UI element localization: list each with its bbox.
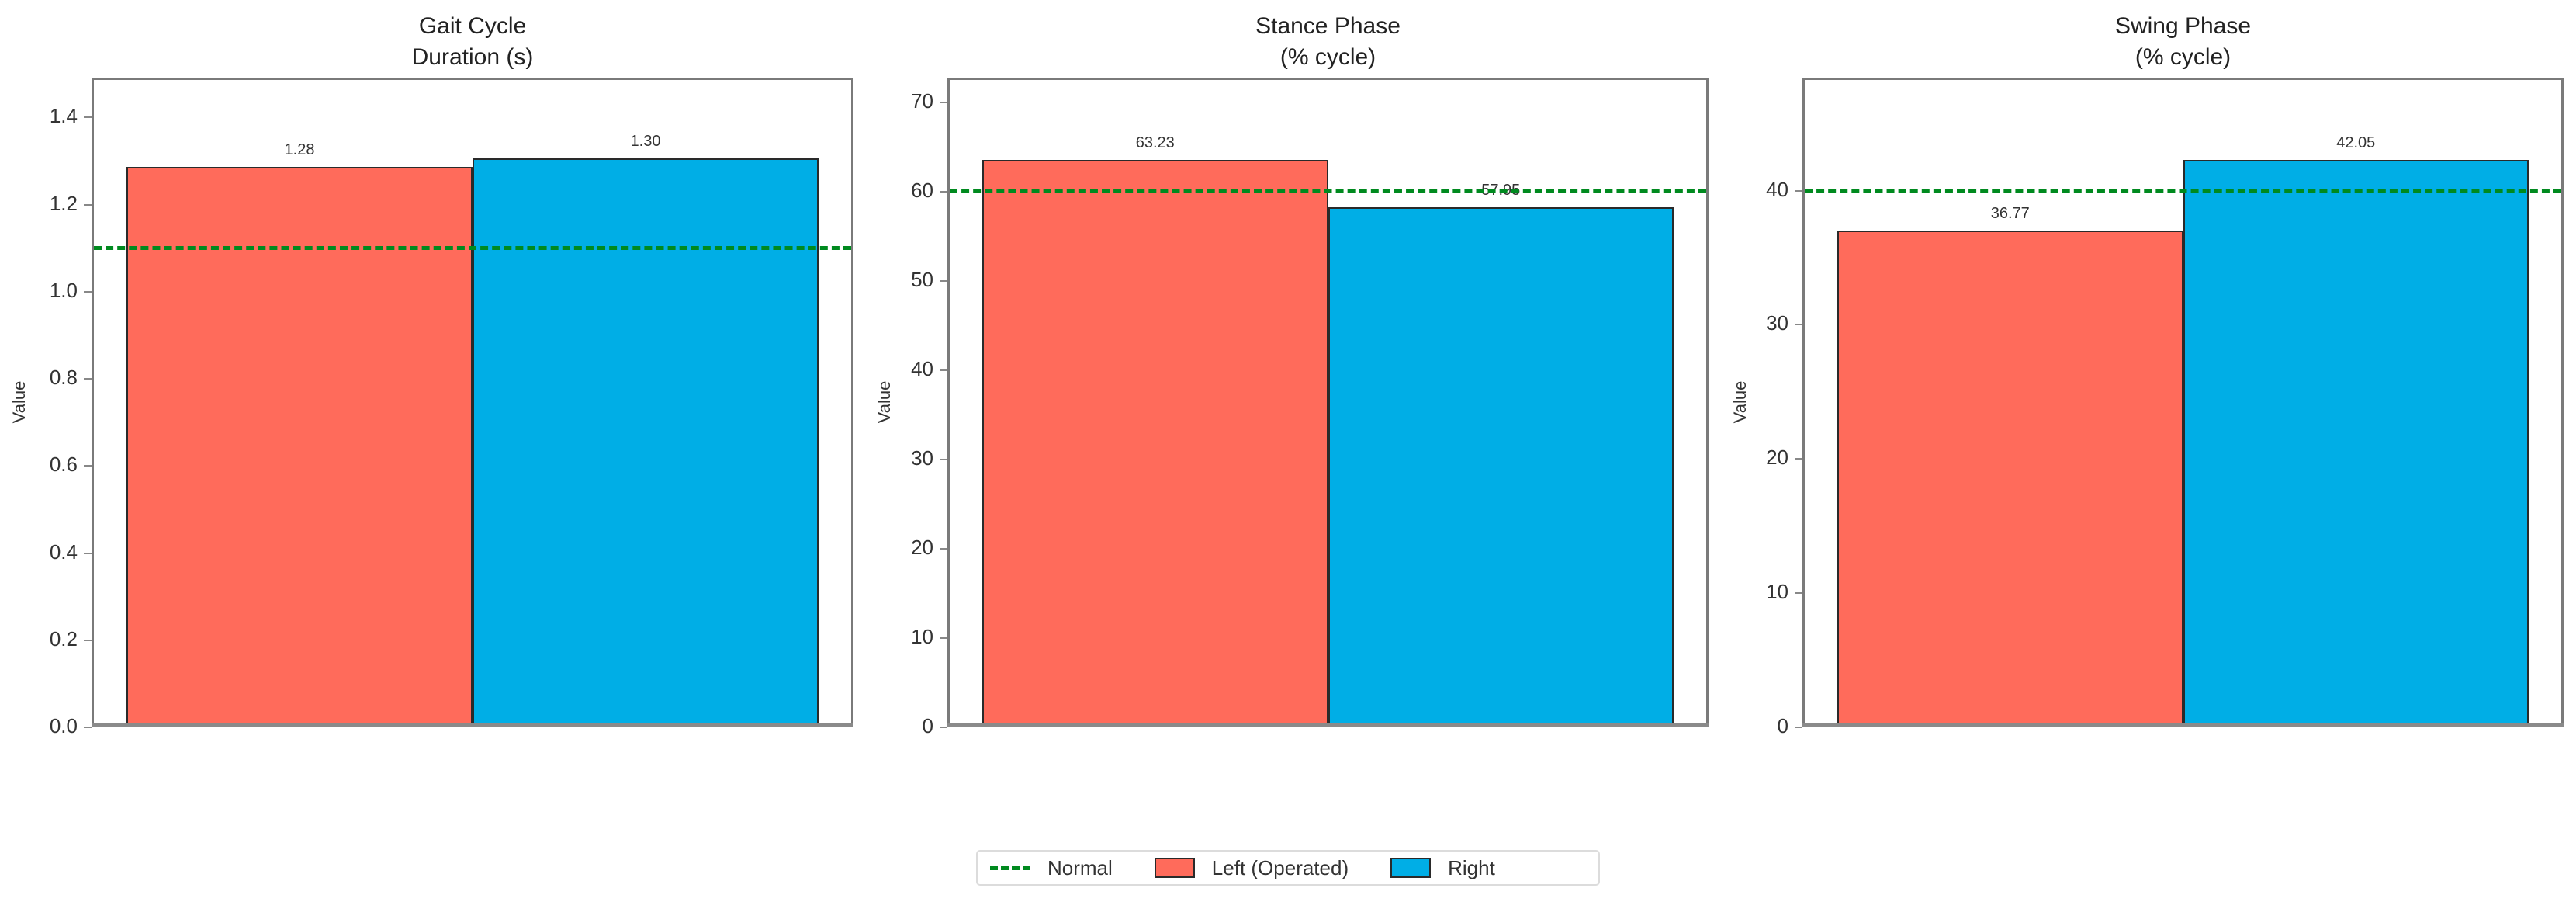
tick-mark — [84, 552, 92, 554]
tick-mark — [84, 203, 92, 206]
y-axis-label: Value — [9, 380, 29, 424]
legend-item-right: Right — [1390, 856, 1495, 880]
y-tick-label: 0.0 — [49, 714, 78, 737]
tick-mark — [940, 459, 947, 461]
tick-mark — [84, 116, 92, 119]
chart-title: Gait Cycle Duration (s) — [92, 11, 853, 73]
tick-mark — [1795, 458, 1802, 460]
bar-value-label: 36.77 — [1990, 205, 2030, 223]
normal-reference-line — [950, 189, 1706, 194]
y-tick-label: 0 — [922, 714, 933, 737]
tick-mark — [1795, 592, 1802, 595]
bar-right — [473, 158, 819, 724]
legend-item-left: Left (Operated) — [1154, 855, 1349, 880]
normal-reference-line — [1805, 188, 2561, 193]
chart-title-line: Swing Phase — [2114, 13, 2252, 39]
y-tick-label: 0.6 — [49, 453, 78, 477]
bar-right — [1328, 206, 1674, 724]
legend-label: Normal — [1047, 855, 1113, 879]
y-tick-label: 1.0 — [49, 278, 78, 302]
legend: Normal Left (Operated) Right — [976, 850, 1600, 886]
bar-left-operated — [982, 159, 1328, 724]
bar-value-label: 63.23 — [1135, 134, 1175, 151]
y-tick-label: 30 — [911, 446, 933, 470]
tick-mark — [940, 191, 947, 193]
tick-mark — [84, 378, 92, 380]
plot-area: 63.23 57.95 — [947, 78, 1709, 727]
y-tick-label: 70 — [911, 89, 933, 113]
y-tick-label: 20 — [911, 536, 933, 559]
y-tick-label: 10 — [1766, 580, 1788, 604]
legend-label: Left (Operated) — [1211, 855, 1349, 879]
y-tick-label: 0.2 — [49, 626, 78, 650]
x-axis-spine — [1802, 723, 2564, 727]
tick-mark — [940, 548, 947, 550]
chart-title-line: Duration (s) — [411, 44, 534, 70]
y-tick-label: 10 — [911, 625, 933, 648]
bar-left-operated — [126, 166, 473, 724]
y-tick-label: 1.2 — [49, 191, 78, 215]
y-axis-label: Value — [1730, 380, 1750, 424]
chart-title: Swing Phase (% cycle) — [1802, 11, 2564, 73]
dashed-line-icon — [990, 866, 1030, 870]
plot-area: 36.77 42.05 — [1802, 78, 2564, 727]
y-tick-label: 0.8 — [49, 366, 78, 390]
y-tick-label: 30 — [1766, 311, 1788, 335]
y-tick-label: 60 — [911, 179, 933, 203]
y-tick-label: 0.4 — [49, 539, 78, 564]
bar-left-operated — [1837, 231, 2183, 724]
chart-title-line: Gait Cycle — [418, 13, 527, 39]
bar-value-label: 1.28 — [284, 141, 315, 158]
bar-right — [2183, 160, 2529, 724]
normal-reference-line — [94, 245, 851, 250]
tick-mark — [1795, 324, 1802, 326]
legend-label: Right — [1448, 855, 1495, 879]
y-tick-label: 20 — [1766, 446, 1788, 470]
x-axis-spine — [947, 723, 1709, 727]
chart-title-line: (% cycle) — [2135, 44, 2231, 70]
x-axis-spine — [92, 723, 853, 727]
tick-mark — [1795, 727, 1802, 728]
y-axis-label: Value — [874, 380, 894, 424]
tick-mark — [1795, 189, 1802, 192]
chart-title-line: (% cycle) — [1279, 44, 1376, 70]
chart-title-line: Stance Phase — [1255, 13, 1401, 39]
tick-mark — [940, 637, 947, 639]
bar-value-label: 42.05 — [2336, 134, 2376, 152]
y-tick-label: 40 — [911, 357, 933, 381]
tick-mark — [84, 727, 92, 728]
y-tick-label: 1.4 — [49, 104, 78, 128]
tick-mark — [84, 465, 92, 467]
tick-mark — [940, 727, 947, 728]
bar-value-label: 1.30 — [630, 132, 661, 150]
tick-mark — [940, 280, 947, 283]
y-tick-label: 0 — [1777, 714, 1788, 737]
tick-mark — [84, 290, 92, 293]
blue-swatch-icon — [1390, 858, 1432, 878]
red-swatch-icon — [1154, 858, 1195, 878]
plot-area: 1.28 1.30 — [92, 78, 853, 727]
tick-mark — [940, 102, 947, 104]
chart-title: Stance Phase (% cycle) — [947, 11, 1709, 73]
y-tick-label: 40 — [1766, 177, 1788, 201]
tick-mark — [940, 369, 947, 372]
y-tick-label: 50 — [911, 268, 933, 292]
tick-mark — [84, 639, 92, 641]
legend-item-normal: Normal — [990, 856, 1113, 880]
